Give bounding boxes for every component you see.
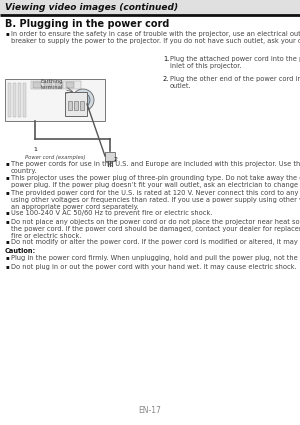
- Text: The power cords for use in the U.S. and Europe are included with this projector.: The power cords for use in the U.S. and …: [11, 161, 300, 174]
- Text: B. Plugging in the power cord: B. Plugging in the power cord: [5, 19, 169, 29]
- Bar: [5, 79, 105, 121]
- Bar: [65, 92, 87, 116]
- Circle shape: [76, 93, 90, 107]
- Bar: [18, 83, 21, 117]
- Bar: [0, 0, 300, 14]
- Text: In order to ensure the safety in case of trouble with the projector, use an elec: In order to ensure the safety in case of…: [11, 31, 300, 44]
- Text: ▪: ▪: [5, 210, 9, 215]
- Text: Viewing video images (continued): Viewing video images (continued): [5, 3, 178, 11]
- Text: ▪: ▪: [5, 190, 9, 195]
- Text: Plug in the power cord firmly. When unplugging, hold and pull the power plug, no: Plug in the power cord firmly. When unpl…: [11, 255, 300, 261]
- Bar: [23, 83, 26, 117]
- Text: The provided power cord for the U.S. is rated at 120 V. Never connect this cord : The provided power cord for the U.S. is …: [11, 190, 300, 210]
- Circle shape: [80, 97, 86, 103]
- Text: Earthing
terminal: Earthing terminal: [40, 79, 63, 90]
- Bar: [44, 82, 52, 88]
- Text: ▪: ▪: [5, 176, 9, 180]
- Text: Plug the other end of the power cord into a power
outlet.: Plug the other end of the power cord int…: [170, 76, 300, 89]
- Text: ▪: ▪: [5, 31, 9, 36]
- Bar: [13, 83, 16, 117]
- Text: Caution:: Caution:: [5, 248, 36, 255]
- Text: Power cord (examples): Power cord (examples): [25, 155, 85, 160]
- Text: 2: 2: [113, 156, 117, 162]
- Text: Do not place any objects on the power cord or do not place the projector near he: Do not place any objects on the power co…: [11, 218, 300, 238]
- Bar: [80, 101, 84, 110]
- Bar: [55, 82, 63, 88]
- Bar: [66, 82, 74, 88]
- Circle shape: [72, 89, 94, 111]
- Text: Do not plug in or out the power cord with your hand wet. It may cause electric s: Do not plug in or out the power cord wit…: [11, 264, 297, 269]
- Bar: [8, 83, 11, 117]
- Text: ▪: ▪: [5, 239, 9, 244]
- Bar: [33, 82, 41, 88]
- Text: EN-17: EN-17: [139, 406, 161, 415]
- Text: ▪: ▪: [5, 161, 9, 166]
- Text: Plug the attached power cord into the power cord
inlet of this projector.: Plug the attached power cord into the po…: [170, 56, 300, 69]
- Text: ▪: ▪: [5, 264, 9, 269]
- Text: Use 100-240 V AC 50/60 Hz to prevent fire or electric shock.: Use 100-240 V AC 50/60 Hz to prevent fir…: [11, 210, 212, 216]
- Bar: [31, 81, 81, 89]
- Text: 2.: 2.: [163, 76, 169, 82]
- Text: ▪: ▪: [5, 218, 9, 224]
- Text: This projector uses the power plug of three-pin grounding type. Do not take away: This projector uses the power plug of th…: [11, 176, 300, 188]
- Bar: [74, 101, 78, 110]
- Bar: [105, 152, 115, 161]
- Text: Do not modify or alter the power cord. If the power cord is modified or altered,: Do not modify or alter the power cord. I…: [11, 239, 300, 245]
- Text: 1.: 1.: [163, 56, 169, 62]
- Bar: [68, 101, 72, 110]
- Text: 1: 1: [33, 147, 37, 152]
- Text: ▪: ▪: [5, 255, 9, 261]
